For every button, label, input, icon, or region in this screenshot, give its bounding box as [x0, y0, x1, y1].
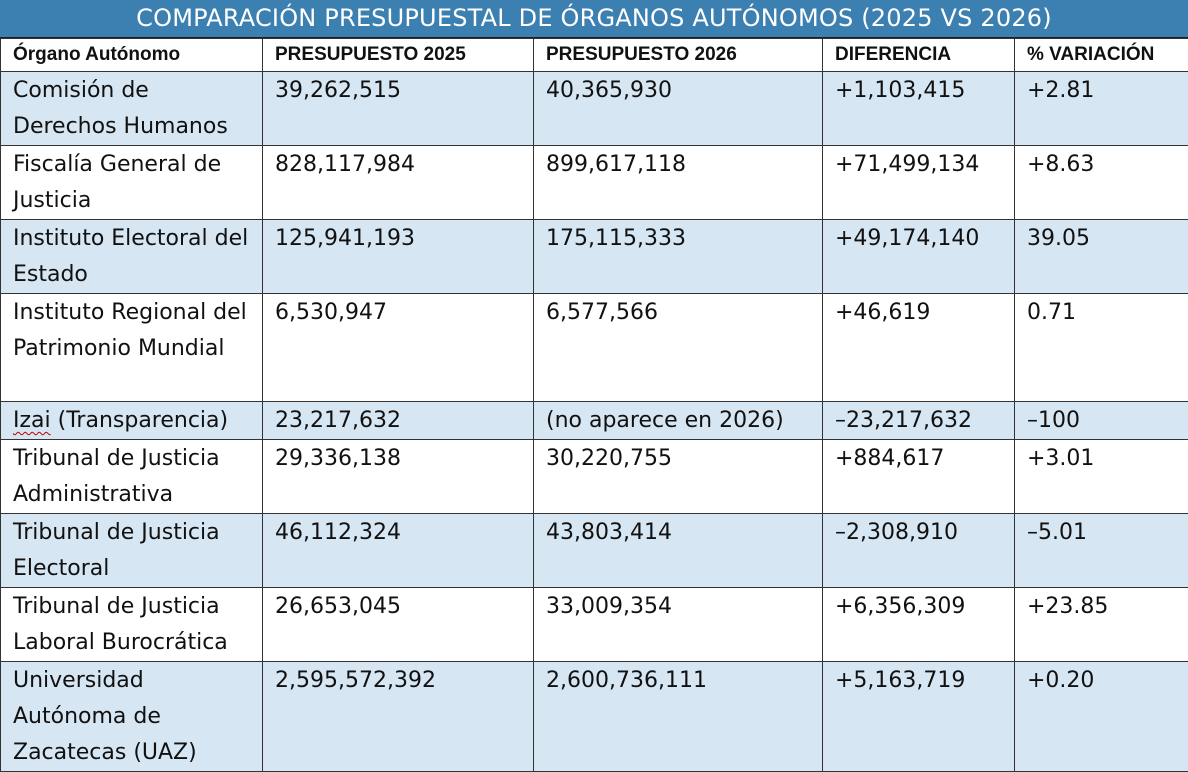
cell-organo: Tribunal de Justicia Electoral — [1, 514, 263, 588]
cell-organo: Tribunal de Justicia Laboral Burocrática — [1, 588, 263, 662]
table-row: Tribunal de Justicia Administrativa 29,3… — [1, 440, 1188, 514]
header-presupuesto-2026: PRESUPUESTO 2026 — [534, 39, 823, 72]
cell-variacion: +3.01 — [1015, 440, 1188, 514]
cell-variacion: 0.71 — [1015, 294, 1188, 402]
cell-organo-suffix: (Transparencia) — [51, 408, 228, 433]
budget-table: Órgano Autónomo PRESUPUESTO 2025 PRESUPU… — [0, 38, 1188, 772]
cell-variacion: –5.01 — [1015, 514, 1188, 588]
table-row: Universidad Autónoma de Zacatecas (UAZ) … — [1, 662, 1188, 772]
cell-diferencia: +46,619 — [823, 294, 1015, 402]
cell-diferencia: –23,217,632 — [823, 402, 1015, 440]
table-row: Instituto Electoral del Estado 125,941,1… — [1, 220, 1188, 294]
cell-diferencia: –2,308,910 — [823, 514, 1015, 588]
cell-organo: Tribunal de Justicia Administrativa — [1, 440, 263, 514]
cell-variacion: +8.63 — [1015, 146, 1188, 220]
cell-presupuesto-2025: 46,112,324 — [263, 514, 534, 588]
cell-presupuesto-2026: 40,365,930 — [534, 72, 823, 146]
cell-variacion: –100 — [1015, 402, 1188, 440]
cell-presupuesto-2025: 6,530,947 — [263, 294, 534, 402]
cell-organo: Instituto Electoral del Estado — [1, 220, 263, 294]
cell-variacion: +2.81 — [1015, 72, 1188, 146]
cell-presupuesto-2025: 23,217,632 — [263, 402, 534, 440]
cell-presupuesto-2026: 899,617,118 — [534, 146, 823, 220]
cell-presupuesto-2026: (no aparece en 2026) — [534, 402, 823, 440]
cell-variacion: 39.05 — [1015, 220, 1188, 294]
cell-presupuesto-2026: 30,220,755 — [534, 440, 823, 514]
cell-presupuesto-2025: 828,117,984 — [263, 146, 534, 220]
cell-diferencia: +71,499,134 — [823, 146, 1015, 220]
cell-variacion: +23.85 — [1015, 588, 1188, 662]
cell-presupuesto-2026: 33,009,354 — [534, 588, 823, 662]
cell-organo: Instituto Regional del Patrimonio Mundia… — [1, 294, 263, 402]
table-row: Fiscalía General de Justicia 828,117,984… — [1, 146, 1188, 220]
cell-diferencia: +5,163,719 — [823, 662, 1015, 772]
cell-diferencia: +884,617 — [823, 440, 1015, 514]
table-row: Tribunal de Justicia Electoral 46,112,32… — [1, 514, 1188, 588]
header-variacion: % VARIACIÓN — [1015, 39, 1188, 72]
header-presupuesto-2025: PRESUPUESTO 2025 — [263, 39, 534, 72]
cell-presupuesto-2025: 125,941,193 — [263, 220, 534, 294]
table-row: Instituto Regional del Patrimonio Mundia… — [1, 294, 1188, 402]
cell-variacion: +0.20 — [1015, 662, 1188, 772]
cell-diferencia: +1,103,415 — [823, 72, 1015, 146]
cell-organo: Izai (Transparencia) — [1, 402, 263, 440]
cell-presupuesto-2026: 175,115,333 — [534, 220, 823, 294]
cell-diferencia: +49,174,140 — [823, 220, 1015, 294]
cell-presupuesto-2026: 2,600,736,111 — [534, 662, 823, 772]
cell-diferencia: +6,356,309 — [823, 588, 1015, 662]
spellcheck-word: Izai — [13, 408, 51, 433]
cell-presupuesto-2026: 43,803,414 — [534, 514, 823, 588]
header-row: Órgano Autónomo PRESUPUESTO 2025 PRESUPU… — [1, 39, 1188, 72]
table-row: Tribunal de Justicia Laboral Burocrática… — [1, 588, 1188, 662]
table-title: COMPARACIÓN PRESUPUESTAL DE ÓRGANOS AUTÓ… — [0, 0, 1188, 38]
table-row: Comisión de Derechos Humanos 39,262,515 … — [1, 72, 1188, 146]
table-row: Izai (Transparencia) 23,217,632 (no apar… — [1, 402, 1188, 440]
cell-presupuesto-2025: 2,595,572,392 — [263, 662, 534, 772]
cell-presupuesto-2025: 39,262,515 — [263, 72, 534, 146]
cell-presupuesto-2026: 6,577,566 — [534, 294, 823, 402]
cell-organo: Comisión de Derechos Humanos — [1, 72, 263, 146]
cell-organo: Fiscalía General de Justicia — [1, 146, 263, 220]
header-diferencia: DIFERENCIA — [823, 39, 1015, 72]
cell-organo: Universidad Autónoma de Zacatecas (UAZ) — [1, 662, 263, 772]
header-organo: Órgano Autónomo — [1, 39, 263, 72]
cell-presupuesto-2025: 26,653,045 — [263, 588, 534, 662]
cell-presupuesto-2025: 29,336,138 — [263, 440, 534, 514]
